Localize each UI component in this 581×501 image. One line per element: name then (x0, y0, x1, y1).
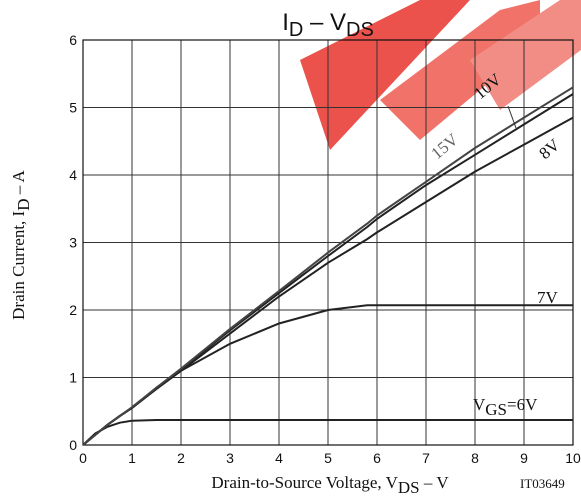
label-part: V (473, 395, 486, 414)
x-tick-label: 10 (565, 450, 581, 466)
label-part: – V (420, 473, 450, 492)
label-part: Drain-to-Source Voltage, V (211, 473, 398, 492)
curve-label: 8V (535, 135, 564, 163)
x-tick-label: 2 (177, 450, 185, 466)
label-part: – A (9, 169, 28, 198)
label-part: = (507, 395, 517, 414)
watermark-shape (380, 0, 540, 140)
x-tick-label: 7 (422, 450, 430, 466)
y-tick-label: 4 (69, 167, 77, 183)
series-name: 15V (427, 129, 462, 163)
x-tick-label: 3 (226, 450, 234, 466)
plot-frame (82, 39, 574, 446)
watermark-shape (470, 0, 581, 110)
x-axis-label: Drain-to-Source Voltage, VDS – V (211, 473, 449, 497)
x-tick-label: 5 (324, 450, 332, 466)
annotation: IT03649 (520, 476, 565, 491)
curve-label: 15V (427, 129, 462, 163)
watermark-shape (300, 0, 470, 150)
title-part: D (289, 19, 303, 41)
x-tick-label: 4 (275, 450, 283, 466)
title-part: I (282, 9, 289, 36)
x-tick-label: 6 (373, 450, 381, 466)
label-pointer (507, 105, 517, 129)
y-tick-label: 2 (69, 302, 77, 318)
x-tick-label: 1 (128, 450, 136, 466)
y-axis-label: Drain Current, ID – A (9, 169, 33, 319)
label-part: Drain Current, I (9, 210, 28, 319)
x-tick-label: 0 (79, 450, 87, 466)
curve-label: VGS=6V (473, 395, 538, 419)
x-tick-label: 9 (520, 450, 528, 466)
watermark (300, 0, 581, 150)
title-part: DS (346, 19, 374, 41)
chart-title: ID – VDS (282, 9, 374, 41)
series-name: 6V (517, 395, 539, 414)
label-part: GS (485, 400, 507, 419)
series-name: 7V (537, 288, 559, 307)
title-part: – V (303, 9, 346, 36)
y-tick-label: 0 (69, 437, 77, 453)
x-tick-label: 8 (471, 450, 479, 466)
series-name: 8V (535, 135, 564, 163)
curve-label: 7V (537, 288, 559, 307)
y-tick-label: 6 (69, 32, 77, 48)
y-tick-label: 5 (69, 100, 77, 116)
label-part: D (14, 199, 33, 211)
curve (82, 419, 573, 446)
label-part: DS (398, 478, 420, 497)
y-tick-label: 3 (69, 235, 77, 251)
y-tick-label: 1 (69, 370, 77, 386)
curve (82, 86, 574, 446)
